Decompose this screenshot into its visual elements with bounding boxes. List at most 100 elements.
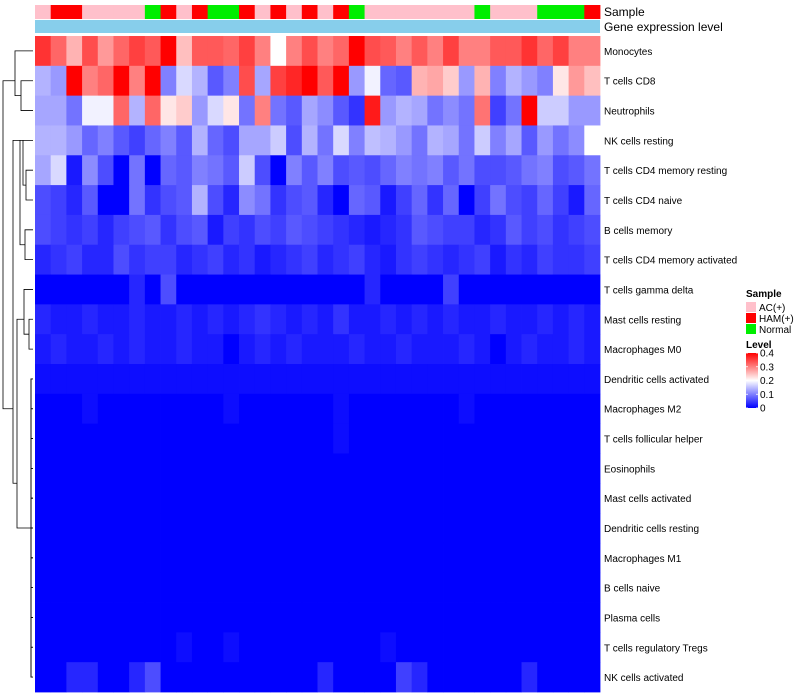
heatmap-cell: [207, 304, 224, 335]
heatmap-cell: [364, 304, 381, 335]
heatmap-cell: [584, 542, 601, 574]
row-label: T cells CD4 naive: [604, 196, 683, 207]
heatmap-cell: [333, 602, 350, 633]
heatmap-cell: [458, 244, 475, 275]
heatmap-cell: [395, 364, 413, 395]
heatmap-cell: [176, 572, 193, 603]
heatmap-cell: [254, 125, 271, 156]
heatmap-cell: [364, 274, 381, 305]
heatmap-cell: [411, 483, 428, 514]
heatmap-cell: [286, 602, 303, 633]
heatmap-cell: [364, 513, 381, 544]
dendrogram-branch: [24, 229, 33, 261]
heatmap-cell: [160, 513, 177, 544]
heatmap-cell: [50, 304, 67, 335]
heatmap-cell: [176, 513, 193, 544]
heatmap-cell: [505, 602, 522, 633]
heatmap-cell: [176, 364, 193, 395]
heatmap-cell: [270, 125, 287, 156]
heatmap-cell: [505, 185, 522, 216]
heatmap-cell: [286, 65, 303, 97]
heatmap-cell: [395, 214, 413, 246]
heatmap-cell: [474, 602, 491, 633]
heatmap-cell: [191, 423, 209, 454]
heatmap-cell: [97, 483, 114, 514]
heatmap-cell: [160, 36, 177, 67]
heatmap-cell: [427, 632, 444, 663]
heatmap-cell: [395, 453, 413, 484]
heatmap-cell: [458, 334, 475, 365]
heatmap-cell: [443, 632, 460, 663]
heatmap-cell: [239, 364, 256, 395]
heatmap-cell: [66, 274, 83, 305]
heatmap-cell: [348, 65, 365, 97]
heatmap-cell: [490, 542, 507, 574]
heatmap-cell: [521, 65, 538, 97]
heatmap-cell: [50, 65, 67, 97]
heatmap-cell: [207, 572, 224, 603]
level-tick-label: 0.3: [760, 362, 774, 373]
heatmap-cell: [521, 542, 538, 574]
annotation-label-gene-expression: Gene expression level: [604, 20, 723, 34]
heatmap-cell: [521, 95, 538, 126]
heatmap-cell: [568, 632, 585, 663]
sample-annotation-cell: [521, 5, 538, 19]
heatmap-cell: [395, 334, 413, 365]
heatmap-cell: [333, 214, 350, 246]
heatmap-cell: [333, 364, 350, 395]
heatmap-cell: [35, 453, 52, 484]
heatmap-cell: [411, 542, 428, 574]
heatmap-cell: [97, 244, 114, 275]
heatmap-cell: [144, 513, 161, 544]
heatmap-cell: [160, 155, 177, 186]
dendrogram-branch: [30, 617, 33, 648]
heatmap-cell: [35, 125, 52, 156]
heatmap-cell: [82, 304, 99, 335]
heatmap-cell: [50, 423, 67, 454]
heatmap-cell: [113, 274, 130, 305]
heatmap-cell: [207, 65, 224, 97]
heatmap-cell: [443, 65, 460, 97]
heatmap-cell: [333, 334, 350, 365]
heatmap-cell: [474, 364, 491, 395]
heatmap-cell: [505, 572, 522, 603]
heatmap-cell: [317, 95, 334, 126]
heatmap-cell: [552, 602, 570, 633]
sample-legend-swatch: [746, 324, 756, 334]
sample-annotation-cell: [254, 5, 271, 19]
sample-annotation-cell: [50, 5, 67, 19]
sample-annotation-cell: [144, 5, 161, 19]
heatmap-cell: [348, 513, 365, 544]
heatmap-cell: [301, 602, 318, 633]
heatmap-cell: [113, 125, 130, 156]
heatmap-cell: [301, 572, 318, 603]
dendrogram-branch: [12, 139, 20, 484]
heatmap-cell: [411, 36, 428, 67]
heatmap-cell: [286, 244, 303, 275]
heatmap-cell: [443, 662, 460, 693]
heatmap-cell: [144, 334, 161, 365]
heatmap-cell: [223, 662, 240, 693]
heatmap-cell: [364, 185, 381, 216]
heatmap-cell: [301, 304, 318, 335]
heatmap-cell: [474, 155, 491, 186]
heatmap-cell: [160, 304, 177, 335]
heatmap-cell: [584, 453, 601, 484]
heatmap-cell: [239, 662, 256, 693]
heatmap-cell: [474, 125, 491, 156]
level-tick-label: 0.4: [760, 349, 774, 360]
heatmap-cell: [270, 632, 287, 663]
heatmap-cell: [474, 304, 491, 335]
heatmap-cell: [395, 632, 413, 663]
row-label: T cells CD8: [604, 77, 656, 88]
heatmap-cell: [427, 393, 444, 425]
heatmap-cell: [348, 274, 365, 305]
sample-annotation-cell: [380, 5, 397, 19]
heatmap-cell: [50, 36, 67, 67]
heatmap-cell: [537, 125, 554, 156]
heatmap-cell: [505, 542, 522, 574]
heatmap-cell: [97, 274, 114, 305]
heatmap-cell: [584, 662, 601, 693]
heatmap-cell: [144, 364, 161, 395]
heatmap-cell: [395, 274, 413, 305]
